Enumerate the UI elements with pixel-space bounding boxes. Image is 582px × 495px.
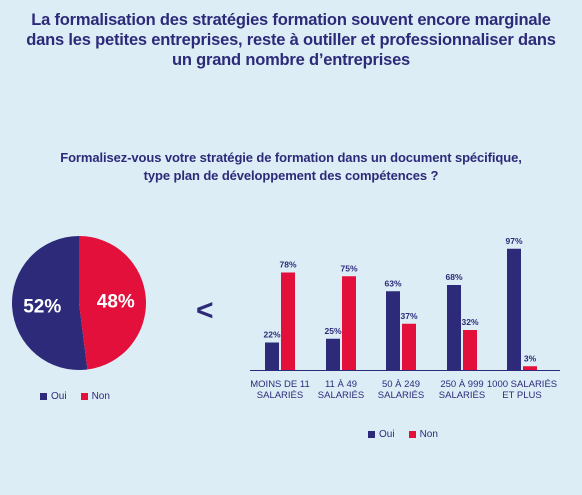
bar-label-non-1: 75% xyxy=(340,263,357,273)
bar-oui-0 xyxy=(265,342,279,370)
bar-oui-4 xyxy=(507,248,521,370)
bar-legend-oui: Oui xyxy=(368,429,395,440)
bar-label-non-4: 3% xyxy=(524,353,537,363)
bar-legend-label-non: Non xyxy=(419,429,438,440)
bar-label-oui-2: 63% xyxy=(384,278,401,288)
category-label-3-1: SALARIÉS xyxy=(439,390,485,401)
legend-swatch-oui xyxy=(40,393,47,400)
category-label-4-0: 1000 SALARIÉS xyxy=(487,379,557,390)
bar-legend: Oui Non xyxy=(368,429,438,440)
bar-label-non-0: 78% xyxy=(279,260,296,270)
bar-non-1 xyxy=(342,276,356,370)
question-line-2: type plan de développement des compétenc… xyxy=(143,168,439,183)
pie-slice-non xyxy=(79,236,146,370)
bar-oui-3 xyxy=(447,285,461,370)
legend-label-oui: Oui xyxy=(51,391,67,402)
bar-legend-non: Non xyxy=(408,429,438,440)
category-label-4-1: ET PLUS xyxy=(502,390,541,401)
bar-legend-swatch-oui xyxy=(368,431,375,438)
category-label-1-1: SALARIÉS xyxy=(318,390,364,401)
bar-label-oui-3: 68% xyxy=(445,272,462,282)
survey-question: Formalisez-vous votre stratégie de forma… xyxy=(0,149,582,185)
headline: La formalisation des stratégies formatio… xyxy=(0,10,582,70)
pie-label-non: 48% xyxy=(97,292,135,313)
legend-swatch-non xyxy=(80,393,88,400)
comparator-sign: < xyxy=(196,294,214,327)
bar-non-0 xyxy=(281,272,295,370)
headline-line-2: dans les petites entreprises, reste à ou… xyxy=(26,31,556,49)
bar-oui-1 xyxy=(326,338,340,370)
bar-label-non-2: 37% xyxy=(400,311,417,321)
pie-slice-oui xyxy=(11,236,88,370)
pie-legend-oui: Oui xyxy=(40,391,67,402)
bar-label-non-3: 32% xyxy=(461,317,478,327)
pie-legend: Oui Non xyxy=(40,391,110,402)
category-label-3-0: 250 À 999 xyxy=(440,379,483,390)
legend-label-non: Non xyxy=(91,391,110,402)
category-label-0-1: SALARIÉS xyxy=(257,390,303,401)
pie-legend-non: Non xyxy=(80,391,110,402)
bar-legend-swatch-non xyxy=(408,431,416,438)
category-label-2-0: 50 À 249 xyxy=(382,379,420,390)
pie-label-oui: 52% xyxy=(23,296,61,317)
bar-legend-label-oui: Oui xyxy=(379,429,395,440)
bar-label-oui-4: 97% xyxy=(505,236,522,246)
question-line-1: Formalisez-vous votre stratégie de forma… xyxy=(60,150,522,165)
headline-line-1: La formalisation des stratégies formatio… xyxy=(31,11,551,29)
bar-non-4 xyxy=(523,366,537,370)
bar-label-oui-1: 25% xyxy=(324,326,341,336)
bar-non-3 xyxy=(463,330,477,370)
bar-non-2 xyxy=(402,323,416,370)
headline-line-3: un grand nombre d’entreprises xyxy=(171,51,411,69)
category-label-0-0: MOINS DE 11 xyxy=(250,379,309,390)
bar-oui-2 xyxy=(386,291,400,370)
bar-label-oui-0: 22% xyxy=(263,330,280,340)
category-label-2-1: SALARIÉS xyxy=(378,390,424,401)
category-label-1-0: 11 À 49 xyxy=(325,379,357,390)
